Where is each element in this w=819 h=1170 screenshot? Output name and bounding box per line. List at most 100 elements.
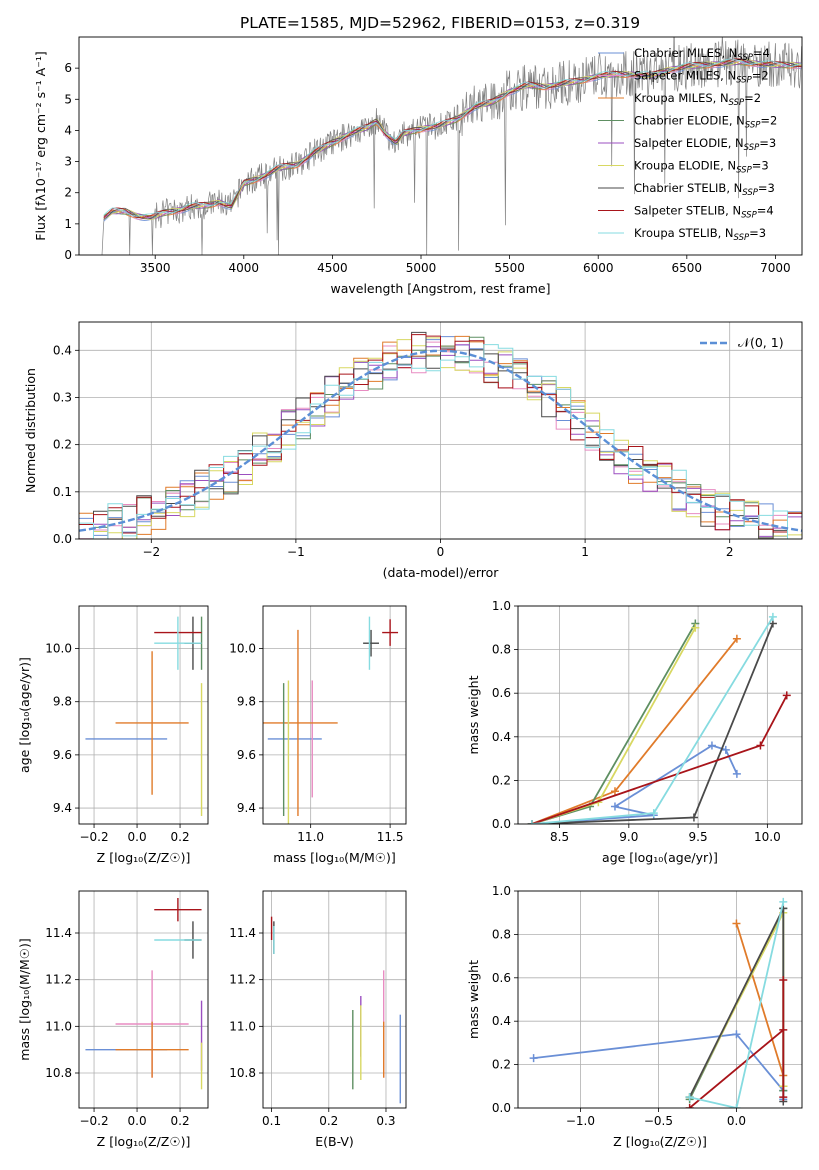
axes-frame bbox=[262, 890, 407, 1109]
legend-entry: Kroupa MILES, NSSP=2 bbox=[634, 91, 761, 108]
y-tick-label: 0.1 bbox=[53, 485, 72, 499]
weight-line-1 bbox=[531, 638, 738, 824]
y-axis-label: mass weight bbox=[466, 960, 481, 1039]
y-tick-label: 0.3 bbox=[53, 390, 72, 404]
legend: 𝒩(0, 1) bbox=[700, 335, 784, 350]
plot-area bbox=[263, 616, 399, 824]
x-tick-label: 2 bbox=[726, 545, 734, 559]
y-axis-label: Flux [fλ10⁻¹⁷ erg cm⁻² s⁻¹ A⁻¹] bbox=[33, 51, 48, 240]
panel-mass-vs-Z: −0.2 0.0 0.2 10.8 11.0 11.2 11.4 Z [log₁₀(Z/Z☉)… bbox=[17, 890, 209, 1149]
y-axis-label: mass [log₁₀(M/M☉)] bbox=[17, 938, 32, 1060]
y-tick-label: 10.0 bbox=[45, 642, 72, 656]
weight-line-5 bbox=[689, 980, 785, 1108]
panel-residuals: −2 −1 0 1 2 0.0 0.1 0.2 0.3 0.4 (data-model)/error… bbox=[23, 321, 803, 580]
weight-marker bbox=[756, 741, 765, 750]
y-tick-label: 0.2 bbox=[53, 438, 72, 452]
x-tick-label: 9.5 bbox=[689, 830, 708, 844]
y-tick-label: 0.2 bbox=[492, 773, 511, 787]
legend-count: =3 bbox=[749, 226, 766, 240]
weight-marker bbox=[527, 820, 536, 824]
y-tick-label: 3 bbox=[64, 155, 72, 169]
legend-subscript: SSP bbox=[736, 76, 752, 86]
x-tick-label: 0.2 bbox=[171, 830, 190, 844]
y-tick-label: 11.2 bbox=[45, 973, 72, 987]
legend-subscript: SSP bbox=[742, 188, 758, 198]
y-tick-label: 0.6 bbox=[492, 971, 511, 985]
x-axis-label: Z [log₁₀(Z/Z☉)] bbox=[97, 850, 191, 865]
x-tick-label: 0.3 bbox=[376, 1114, 395, 1128]
legend-entry: Salpeter MILES, NSSP=2 bbox=[634, 69, 769, 86]
x-tick-label: 0.1 bbox=[262, 1114, 281, 1128]
model-line-6 bbox=[103, 58, 802, 220]
legend-count: =3 bbox=[759, 136, 776, 150]
plot-area bbox=[85, 898, 203, 1090]
weight-line-3 bbox=[531, 627, 697, 824]
x-tick-label: 0 bbox=[437, 545, 445, 559]
x-tick-label: 0.0 bbox=[128, 1114, 147, 1128]
y-tick-label: 9.4 bbox=[53, 801, 72, 815]
normal-curve bbox=[79, 349, 802, 532]
weight-line-4 bbox=[531, 623, 774, 824]
x-tick-label: 5000 bbox=[406, 261, 437, 275]
x-tick-label: 11.5 bbox=[377, 830, 404, 844]
weight-marker bbox=[721, 745, 730, 754]
legend-count: =4 bbox=[757, 204, 774, 218]
weight-marker bbox=[685, 1104, 694, 1108]
legend-entry: 𝒩(0, 1) bbox=[738, 335, 784, 350]
y-tick-label: 0.4 bbox=[492, 730, 511, 744]
legend-subscript: SSP bbox=[745, 121, 761, 131]
y-tick-label: 9.6 bbox=[237, 748, 256, 762]
y-tick-label: 9.8 bbox=[237, 695, 256, 709]
x-tick-label: −0.2 bbox=[79, 830, 108, 844]
weight-marker bbox=[782, 691, 791, 700]
legend-subscript: SSP bbox=[744, 143, 760, 153]
histogram-6 bbox=[79, 331, 802, 539]
y-tick-label: 10.0 bbox=[229, 642, 256, 656]
x-axis-label: E(B-V) bbox=[315, 1134, 354, 1149]
x-axis-label: mass [log₁₀(M/M☉)] bbox=[273, 850, 395, 865]
weight-marker bbox=[689, 813, 698, 822]
axes-frame bbox=[78, 605, 209, 825]
y-tick-label: 0 bbox=[64, 248, 72, 262]
panel-mass-weight-vs-Z: −1.0 −0.5 0.0 0.0 0.2 0.4 0.6 0.8 1.0 Z [log₁₀(Z/… bbox=[466, 884, 803, 1149]
legend-subscript: SSP bbox=[737, 53, 753, 63]
y-tick-label: 11.0 bbox=[229, 1019, 256, 1033]
weight-marker bbox=[768, 612, 777, 621]
x-tick-label: −1 bbox=[287, 545, 305, 559]
y-tick-label: 1.0 bbox=[492, 884, 511, 898]
legend-subscript: SSP bbox=[734, 233, 750, 243]
y-tick-label: 11.0 bbox=[45, 1019, 72, 1033]
y-tick-label: 0.0 bbox=[53, 532, 72, 546]
weight-marker bbox=[779, 975, 788, 984]
x-axis-label: age [log₁₀(age/yr)] bbox=[602, 850, 718, 865]
legend-entry: Salpeter STELIB, NSSP=4 bbox=[634, 204, 774, 221]
y-tick-label: 2 bbox=[64, 186, 72, 200]
legend-count: =3 bbox=[758, 181, 775, 195]
weight-marker bbox=[691, 623, 700, 632]
weight-marker bbox=[732, 919, 741, 928]
panel-mass-weight-vs-age: 8.5 9.0 9.5 10.0 0.0 0.2 0.4 0.6 0.8 1.0 age [log₁… bbox=[466, 599, 803, 865]
x-tick-label: 4500 bbox=[317, 261, 348, 275]
x-tick-label: 10.0 bbox=[754, 830, 781, 844]
x-tick-label: 6500 bbox=[672, 261, 703, 275]
weight-marker bbox=[732, 1030, 741, 1039]
x-tick-label: −2 bbox=[142, 545, 160, 559]
legend: Chabrier MILES, NSSP=4 Salpeter MILES, NS… bbox=[598, 46, 777, 243]
panel-age-vs-mass: 11.0 11.5 9.4 9.6 9.8 10.0 mass [log₁₀(M/M☉)] bbox=[229, 605, 407, 865]
y-tick-label: 5 bbox=[64, 92, 72, 106]
legend-entry: Kroupa ELODIE, NSSP=3 bbox=[634, 159, 769, 176]
y-tick-label: 11.4 bbox=[229, 926, 256, 940]
y-tick-label: 1.0 bbox=[492, 599, 511, 613]
legend-count: =4 bbox=[753, 46, 770, 60]
panel-spectrum: 3500 4000 4500 5000 5500 6000 6500 7000 0 1 2 3 4 5 6 w… bbox=[33, 36, 803, 296]
x-tick-label: 4000 bbox=[229, 261, 260, 275]
legend-entry: Chabrier ELODIE, NSSP=2 bbox=[634, 114, 777, 131]
histogram-8 bbox=[79, 344, 802, 539]
weight-line-6 bbox=[689, 901, 785, 1108]
weight-marker bbox=[707, 741, 716, 750]
axes-frame bbox=[517, 890, 803, 1109]
x-tick-label: 9.0 bbox=[619, 830, 638, 844]
figure-title: PLATE=1585, MJD=52962, FIBERID=0153, z=0… bbox=[240, 14, 640, 32]
x-tick-label: 5500 bbox=[494, 261, 525, 275]
weight-marker bbox=[685, 1093, 694, 1102]
